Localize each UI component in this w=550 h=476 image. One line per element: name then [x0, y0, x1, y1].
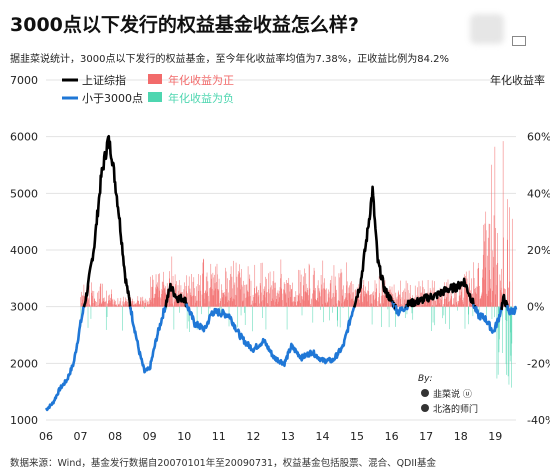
legend-label: 年化收益为正: [168, 73, 234, 87]
index-line-below-3000: [394, 304, 408, 317]
blurred-badge: [470, 14, 504, 44]
index-line-above-3000: [352, 185, 395, 308]
right-tick-label: 0%: [527, 301, 544, 314]
index-line-above-3000: [406, 277, 476, 308]
watermark-line2: 北洛的师门: [433, 403, 478, 415]
window-icon: [512, 36, 526, 46]
weibo-icon: [421, 404, 429, 412]
watermark-line1: 韭菜说 ⓤ: [433, 388, 472, 400]
chart-subtitle: 据韭菜说统计，3000点以下发行的权益基金，至今年化收益率均值为7.38%，正收…: [10, 54, 449, 65]
legend-swatch: [148, 92, 162, 102]
left-tick-label: 1000: [10, 414, 38, 427]
left-tick-label: 5000: [10, 187, 38, 200]
x-tick-label: 16: [385, 430, 399, 443]
right-tick-label: -40%: [527, 414, 550, 427]
legend-label: 上证综指: [82, 73, 126, 87]
x-tick-label: 06: [39, 430, 53, 443]
x-tick-label: 08: [108, 430, 122, 443]
x-tick-label: 18: [454, 430, 468, 443]
right-axis-label: 年化收益率: [490, 73, 545, 87]
x-tick-label: 09: [143, 430, 157, 443]
x-tick-label: 12: [246, 430, 260, 443]
left-tick-label: 2000: [10, 357, 38, 370]
x-axis-ticks: 06 07 08 09 10 11 12 13 14 15 16 17 18 19: [39, 430, 502, 443]
left-tick-label: 7000: [10, 74, 38, 87]
legend-swatch: [148, 74, 162, 84]
index-line-below-3000: [185, 303, 356, 368]
index-line-above-3000: [82, 134, 132, 310]
watermark: By: 韭菜说 ⓤ 北洛的师门: [418, 374, 478, 415]
chart-title: 3000点以下发行的权益基金收益怎么样?: [10, 14, 359, 36]
index-line-below-3000: [506, 304, 518, 316]
right-tick-label: 40%: [527, 187, 550, 200]
left-tick-label: 6000: [10, 131, 38, 144]
right-tick-label: 60%: [527, 131, 550, 144]
left-tick-label: 4000: [10, 244, 38, 257]
x-tick-label: 11: [212, 430, 226, 443]
legend-label: 小于3000点: [82, 92, 143, 105]
x-tick-label: 17: [419, 430, 433, 443]
index-line-below-3000: [473, 302, 504, 334]
index-line-above-3000: [164, 282, 189, 308]
legend-label: 年化收益为负: [168, 91, 234, 105]
right-tick-label: -20%: [527, 357, 550, 370]
right-axis-ticks: -40% -20% 0% 20% 40% 60%: [527, 131, 550, 427]
index-lines: [44, 134, 518, 412]
x-tick-label: 14: [315, 430, 329, 443]
x-tick-label: 15: [350, 430, 364, 443]
source-footnote: 数据来源：Wind，基金发行数据自20070101年至20090731，权益基金…: [10, 458, 436, 469]
grid-lines: [46, 79, 516, 421]
index-line-below-3000: [44, 304, 86, 412]
x-tick-label: 07: [74, 430, 88, 443]
watermark-by: By:: [418, 374, 433, 384]
index-line-below-3000: [128, 305, 167, 374]
right-tick-label: 20%: [527, 244, 550, 257]
x-tick-label: 13: [281, 430, 295, 443]
index-line-above-3000: [500, 293, 510, 311]
x-tick-label: 19: [488, 430, 502, 443]
left-tick-label: 3000: [10, 301, 38, 314]
wechat-icon: [421, 389, 429, 397]
x-tick-label: 10: [177, 430, 191, 443]
left-axis-ticks: 1000 2000 3000 4000 5000 6000 7000: [10, 74, 38, 427]
